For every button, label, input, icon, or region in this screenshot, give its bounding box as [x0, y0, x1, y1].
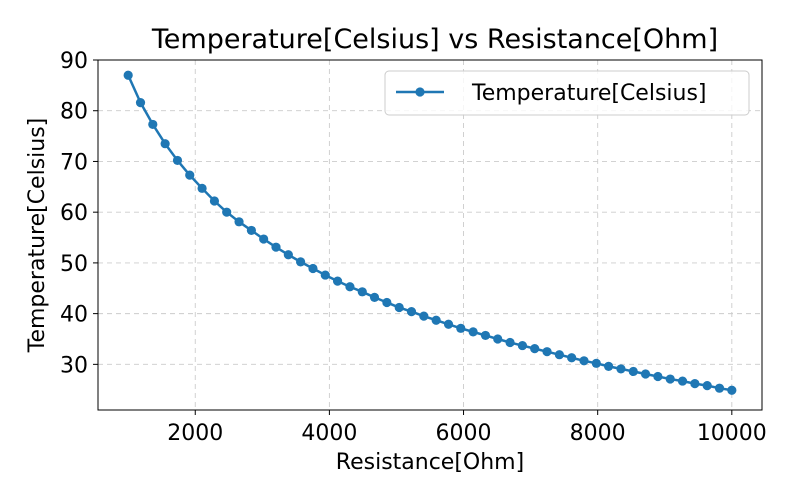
data-point	[517, 340, 528, 351]
data-point	[345, 282, 355, 292]
data-point	[308, 263, 318, 274]
data-point	[690, 379, 700, 389]
data-point	[591, 358, 601, 368]
x-tick-label: 4000	[301, 421, 357, 446]
data-point	[369, 292, 380, 302]
data-point	[419, 311, 429, 321]
data-point	[394, 302, 404, 313]
data-point	[468, 327, 478, 337]
x-axis-label: Resistance[Ohm]	[336, 450, 524, 475]
data-point	[382, 297, 392, 308]
data-point	[727, 385, 737, 395]
data-point	[332, 276, 343, 286]
data-point	[271, 242, 281, 252]
data-point	[259, 234, 269, 244]
data-point	[628, 366, 638, 377]
x-tick-label: 2000	[167, 421, 223, 446]
data-point	[456, 323, 466, 333]
y-axis-label: Temperature[Celsius]	[25, 118, 50, 354]
data-point	[123, 70, 133, 80]
data-point	[579, 356, 589, 366]
data-point	[640, 369, 651, 379]
data-point	[148, 119, 158, 130]
series-line	[127, 74, 733, 392]
legend-box	[384, 70, 750, 116]
data-point	[160, 139, 170, 149]
y-tick-label: 90	[60, 49, 88, 74]
legend: Temperature[Celsius]	[384, 70, 750, 116]
data-series	[123, 70, 737, 395]
data-point	[443, 319, 454, 329]
data-point	[431, 315, 441, 325]
data-point	[172, 155, 183, 166]
data-point	[246, 225, 256, 236]
axis-ticks: 2000 4000 6000 8000 10000 30 40 50 60 70 80 90	[60, 49, 767, 446]
data-point	[480, 330, 491, 341]
y-tick-label: 80	[60, 100, 88, 125]
data-point	[542, 347, 552, 357]
data-point	[714, 383, 725, 393]
chart-title: Temperature[Celsius] vs Resistance[Ohm]	[151, 24, 718, 55]
y-tick-label: 60	[60, 201, 88, 226]
y-tick-label: 30	[60, 353, 88, 378]
y-tick-label: 70	[60, 150, 88, 175]
data-point	[677, 376, 688, 386]
x-tick-label: 8000	[570, 421, 626, 446]
data-point	[493, 334, 503, 344]
data-point	[665, 374, 675, 384]
data-point	[702, 381, 712, 391]
data-point	[653, 371, 663, 382]
data-point	[209, 196, 220, 206]
data-point	[283, 250, 293, 260]
data-point	[357, 287, 367, 297]
data-point	[135, 98, 146, 108]
legend-label: Temperature[Celsius]	[471, 81, 707, 106]
data-point	[222, 207, 232, 217]
plot-area-frame	[97, 59, 763, 411]
data-point	[234, 217, 244, 227]
legend-marker-swatch	[415, 87, 425, 97]
data-point	[185, 170, 195, 180]
data-point	[567, 353, 577, 363]
x-tick-label: 10000	[697, 421, 767, 446]
data-point	[320, 270, 330, 280]
data-point	[505, 337, 515, 348]
data-point	[296, 257, 306, 267]
y-tick-label: 50	[60, 252, 88, 277]
data-point	[530, 344, 540, 354]
y-tick-label: 40	[60, 303, 88, 328]
data-point	[554, 350, 564, 360]
x-tick-label: 6000	[436, 421, 492, 446]
data-point	[197, 183, 207, 193]
data-point	[406, 306, 417, 317]
data-point	[616, 364, 626, 374]
data-point	[604, 361, 614, 371]
